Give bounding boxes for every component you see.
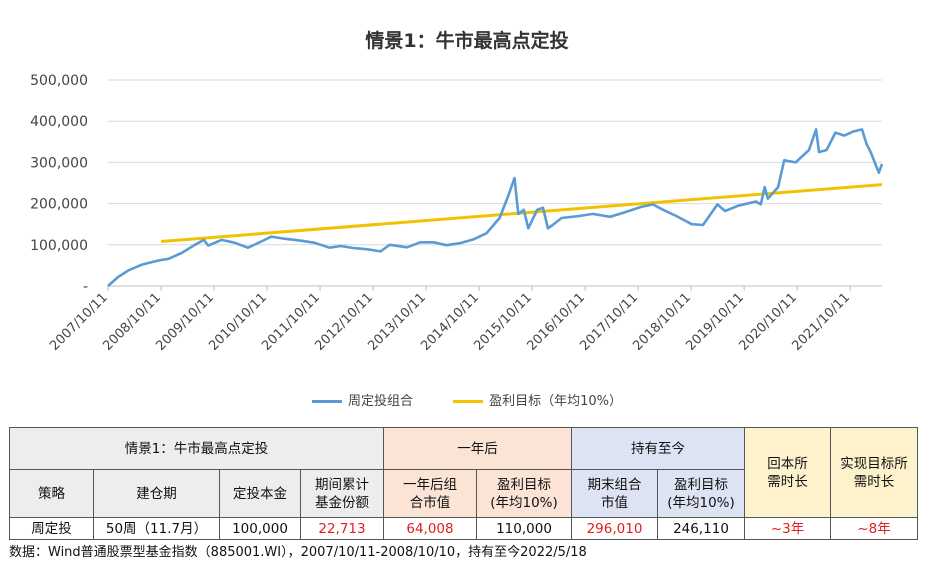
y-tick-label: 300,000 — [30, 155, 88, 171]
chart-title: 情景1：牛市最高点定投 — [365, 30, 569, 52]
cell-end-target: 246,110 — [657, 517, 745, 540]
cell-target: ~8年 — [830, 517, 918, 540]
summary-table: 情景1：牛市最高点定投 一年后 持有至今 回本所 需时长 实现目标所 需时长 策略 … — [9, 427, 918, 540]
col-principal: 定投本金 — [219, 469, 301, 518]
col-1y-value: 一年后组 合市值 — [383, 469, 477, 518]
cell-1y-target: 110,000 — [476, 517, 572, 540]
cell-payback: ~3年 — [744, 517, 831, 540]
cell-strategy: 周定投 — [9, 517, 94, 540]
col-shares: 期间累计 基金份额 — [300, 469, 384, 518]
y-tick-label: 200,000 — [30, 197, 88, 213]
legend-label-target: 盈利目标（年均10%） — [489, 394, 623, 409]
legend-label-portfolio: 周定投组合 — [347, 394, 413, 409]
series-line-0 — [107, 128, 884, 287]
legend-swatch-target — [453, 400, 484, 403]
col-strategy: 策略 — [9, 469, 94, 518]
cell-principal: 100,000 — [219, 517, 301, 540]
footnote: 数据：Wind普通股票型基金指数（885001.WI），2007/10/11-2… — [9, 545, 587, 560]
y-tick-label: 100,000 — [30, 238, 88, 254]
cell-1y-value: 64,008 — [383, 517, 477, 540]
legend-item-target: 盈利目标（年均10%） — [453, 390, 622, 409]
line-chart: - 100,000 200,000 300,000 400,000 500,000 200… — [30, 73, 884, 354]
legend: 周定投组合 盈利目标（年均10%） — [0, 390, 934, 409]
legend-item-portfolio: 周定投组合 — [311, 390, 413, 409]
y-tick-label: 500,000 — [30, 73, 88, 89]
cell-shares: 22,713 — [300, 517, 384, 540]
col-period: 建仓期 — [93, 469, 220, 518]
legend-swatch-portfolio — [311, 400, 342, 403]
table-header-one-year: 一年后 — [383, 427, 572, 470]
col-end-value: 期末组合 市值 — [571, 469, 658, 518]
gridlines — [108, 79, 882, 287]
series-lines — [107, 128, 884, 287]
cell-end-value: 296,010 — [571, 517, 658, 540]
y-axis-ticks: - 100,000 200,000 300,000 400,000 500,000 — [30, 73, 88, 295]
y-tick-label: 400,000 — [30, 114, 88, 130]
table-header-target: 实现目标所 需时长 — [830, 427, 918, 518]
x-axis-ticks: 2007/10/112008/10/112009/10/112010/10/11… — [47, 286, 853, 354]
table-row: 周定投 50周（11.7月） 100,000 22,713 64,008 110… — [9, 517, 918, 540]
col-end-target: 盈利目标 (年均10%) — [657, 469, 745, 518]
table-group-title: 情景1：牛市最高点定投 — [9, 427, 384, 470]
col-1y-target: 盈利目标 (年均10%) — [476, 469, 572, 518]
y-tick-label: - — [83, 279, 88, 295]
cell-period: 50周（11.7月） — [93, 517, 220, 540]
table-header-payback: 回本所 需时长 — [744, 427, 831, 518]
table-header-hold: 持有至今 — [571, 427, 745, 470]
